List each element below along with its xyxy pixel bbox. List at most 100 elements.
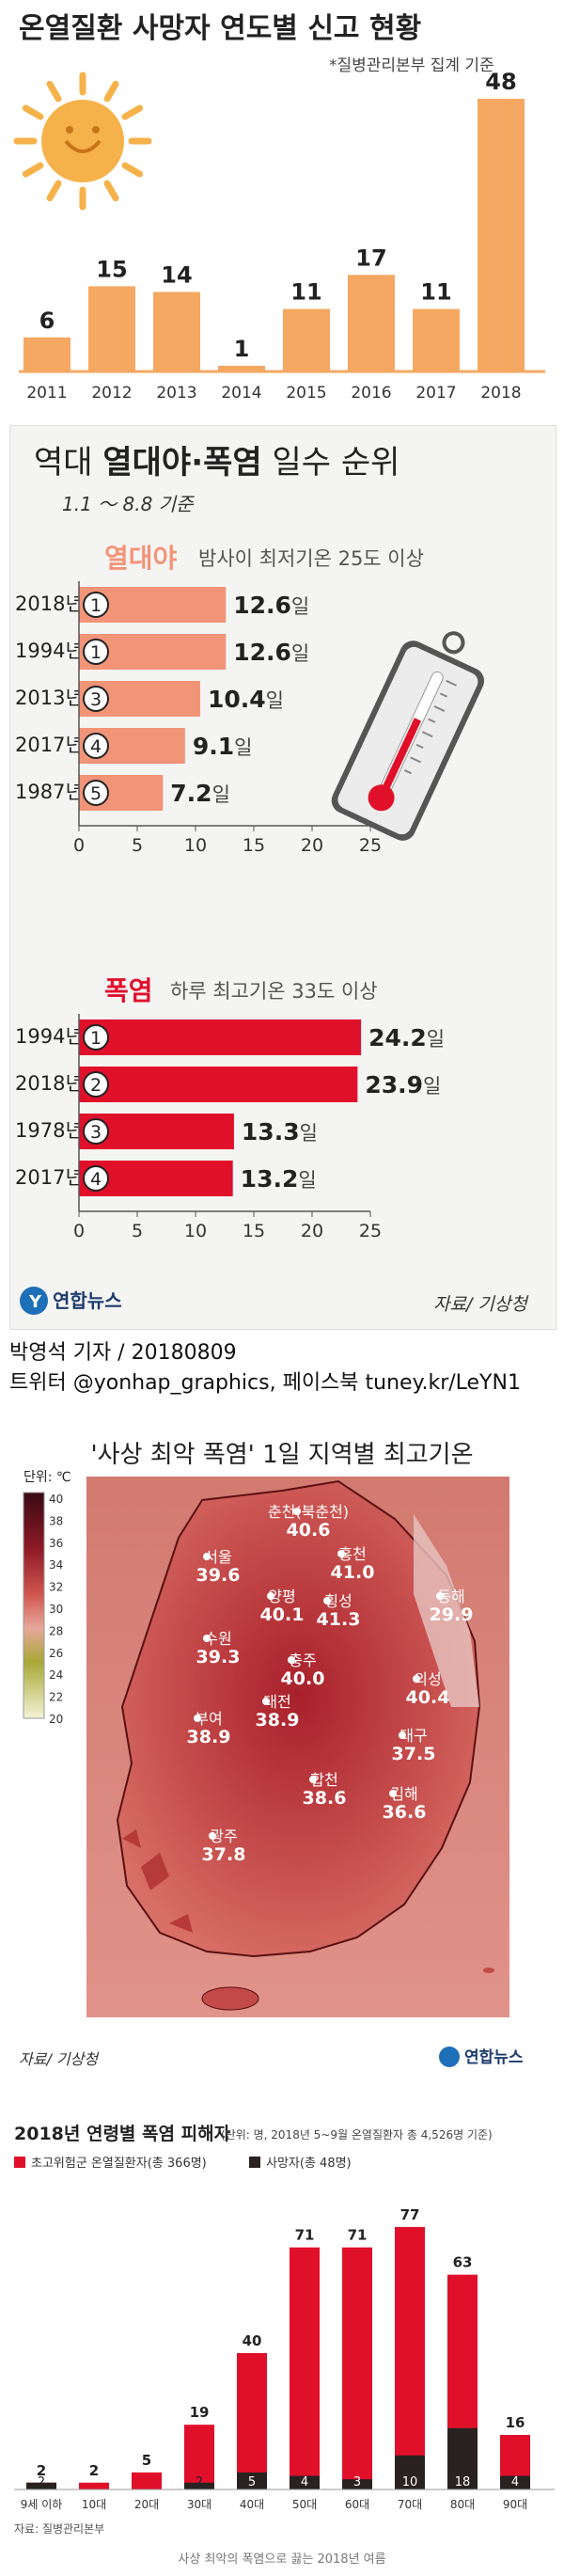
sun-ray xyxy=(121,104,144,120)
annual-deaths-chart: 온열질환 사망자 연도별 신고 현황 *질병관리본부 집계 기준 6 2011 15… xyxy=(13,12,545,403)
sun-ray xyxy=(22,162,44,178)
value-label: 13.2일 xyxy=(241,1165,317,1193)
chart-note: (단위: 명, 2018년 5~9월 온열질환자 총 4,526명 기준) xyxy=(221,2128,493,2141)
row-year: 1994년 xyxy=(15,1025,84,1048)
x-tick-4: 40대 xyxy=(240,2498,264,2511)
data-label-high-risk-4: 40 xyxy=(243,2332,262,2349)
x-tick-label: 25 xyxy=(359,835,382,856)
bar-2015 xyxy=(283,308,330,371)
rank-badge xyxy=(83,592,109,618)
bar-deaths-8 xyxy=(447,2427,478,2489)
x-tick-label: 0 xyxy=(73,1221,85,1241)
value-label: 9.1일 xyxy=(193,733,253,760)
city-temp: 36.6 xyxy=(383,1802,427,1823)
rank-badge xyxy=(83,1118,109,1145)
rank-badge xyxy=(83,1071,109,1098)
x-tick-9: 90대 xyxy=(503,2498,527,2511)
x-tick-0: 9세 이하 xyxy=(21,2498,63,2511)
data-label-deaths-5: 4 xyxy=(301,2475,308,2489)
data-label-deaths-7: 10 xyxy=(402,2475,418,2489)
svg-text:Y: Y xyxy=(28,1292,42,1312)
x-tick-label: 10 xyxy=(184,1221,207,1241)
data-label-deaths-4: 5 xyxy=(248,2475,256,2489)
city-name: 횡성 xyxy=(324,1592,352,1610)
rank-badge xyxy=(83,733,109,759)
value-label: 12.6일 xyxy=(233,592,309,619)
bar xyxy=(79,1019,362,1055)
city-temp: 41.0 xyxy=(331,1562,375,1583)
x-tick-label: 0 xyxy=(73,835,85,856)
east-coast-cool-zone xyxy=(414,1514,479,1707)
rank-number: 2 xyxy=(90,1075,102,1096)
svg-text:연합뉴스: 연합뉴스 xyxy=(53,1289,122,1312)
row-year: 1994년 xyxy=(15,640,84,662)
city-name: 양평 xyxy=(268,1588,295,1605)
tropical-night-heatwave-chart: 역대 열대야·폭염 일수 순위 1.1 ～ 8.8 기준 열대야 밤사이 최저기온… xyxy=(15,444,529,1315)
sun-icon xyxy=(13,71,152,211)
x-tick-2015: 2015 xyxy=(286,384,326,403)
legend-label-high-risk: 초고위험군 온열질환자(총 366명) xyxy=(31,2157,207,2171)
city-temp: 37.5 xyxy=(392,1744,436,1764)
sun-ray xyxy=(46,80,62,103)
data-label-deaths-3: 2 xyxy=(196,2475,203,2489)
jeju-island xyxy=(201,1986,259,2011)
value-label: 13.3일 xyxy=(242,1118,318,1146)
city-name: 대전 xyxy=(263,1693,290,1711)
legend-tick: 22 xyxy=(49,1691,63,1704)
yonhap-logo: 연합뉴스 xyxy=(439,2047,524,2067)
bar-deaths-4 xyxy=(237,2472,267,2489)
data-label-high-risk-8: 63 xyxy=(453,2254,473,2271)
legend-tick: 34 xyxy=(49,1558,63,1572)
data-label-high-risk-9: 16 xyxy=(506,2414,525,2431)
city-temp: 40.6 xyxy=(287,1520,331,1541)
rank-number: 1 xyxy=(90,595,102,616)
bar xyxy=(79,1067,358,1102)
city-temp: 38.9 xyxy=(187,1727,231,1747)
byline-reporter: 박영석 기자 / 20180809 xyxy=(9,1341,237,1365)
legend-label-deaths: 사망자(총 48명) xyxy=(266,2157,352,2171)
chart-title: 2018년 연령별 폭염 피해자 xyxy=(14,2124,231,2144)
byline-social: 트위터 @yonhap_graphics, 페이스북 tuney.kr/LeYN… xyxy=(9,1371,521,1395)
panel-title: 역대 열대야·폭염 일수 순위 xyxy=(34,444,400,482)
x-tick-6: 60대 xyxy=(345,2498,369,2511)
legend: 초고위험군 온열질환자(총 366명) 사망자(총 48명) xyxy=(14,2157,352,2171)
row-year: 1978년 xyxy=(15,1119,84,1142)
temperature-map-panel: '사상 최악 폭염' 1일 지역별 최고기온 단위: ℃ 40 38 36 34 32 3… xyxy=(0,1425,564,2102)
city-temp: 40.4 xyxy=(406,1687,450,1708)
data-label-high-risk-5: 71 xyxy=(295,2227,315,2244)
data-label-2012: 15 xyxy=(96,256,127,282)
legend-tick: 24 xyxy=(49,1668,63,1682)
row-year: 2018년 xyxy=(15,593,84,615)
city-temp: 40.0 xyxy=(281,1668,325,1689)
islands xyxy=(122,1829,193,1933)
value-label: 12.6일 xyxy=(233,639,309,666)
city-temp: 38.9 xyxy=(256,1710,300,1731)
city-name: 춘천(북춘천) xyxy=(268,1503,349,1521)
bar-2016 xyxy=(348,275,395,371)
group-name: 폭염 xyxy=(104,975,153,1006)
legend-tick: 38 xyxy=(49,1514,63,1527)
rank-badge xyxy=(83,1165,109,1192)
bar-2017 xyxy=(413,308,460,371)
data-label-2015: 11 xyxy=(290,279,321,306)
map-source: 자료/ 기상청 xyxy=(19,2050,100,2068)
x-tick-2012: 2012 xyxy=(91,384,132,403)
x-tick-7: 70대 xyxy=(398,2498,422,2511)
city-name: 홍천 xyxy=(338,1545,366,1563)
group-name: 열대야 xyxy=(104,543,178,574)
x-tick-label: 15 xyxy=(243,1221,265,1241)
sun-ray xyxy=(103,180,119,202)
data-label-deaths-8: 18 xyxy=(455,2475,471,2489)
city-name: 합천 xyxy=(310,1771,337,1789)
source-text: 자료/ 기상청 xyxy=(433,1294,529,1315)
city-temp: 40.1 xyxy=(260,1604,305,1625)
x-tick-2014: 2014 xyxy=(221,384,261,403)
x-tick-2018: 2018 xyxy=(480,384,521,403)
x-tick-label: 25 xyxy=(359,1221,382,1241)
